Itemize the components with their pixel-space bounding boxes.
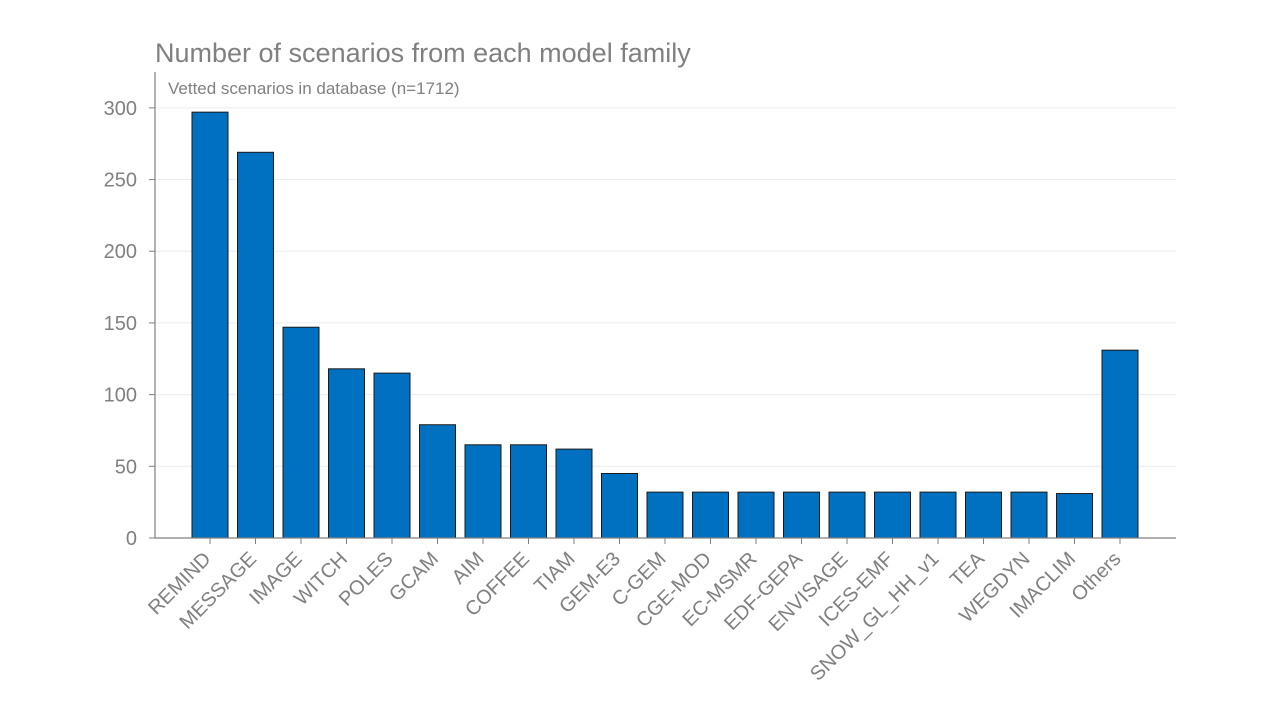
x-tick-label: GCAM xyxy=(385,548,443,606)
y-tick-label: 50 xyxy=(115,456,137,478)
bar xyxy=(237,151,274,539)
bar xyxy=(1056,493,1093,539)
bar xyxy=(373,372,411,539)
bar xyxy=(419,424,456,539)
y-tick-label: 200 xyxy=(104,241,137,263)
bar xyxy=(191,111,229,539)
bar xyxy=(282,326,320,539)
bar xyxy=(783,491,820,539)
y-tick-label: 300 xyxy=(104,98,137,120)
bar xyxy=(601,472,638,539)
bar xyxy=(646,491,684,539)
bar xyxy=(965,491,1002,539)
bar xyxy=(828,491,866,539)
bar xyxy=(737,491,775,539)
bars xyxy=(191,111,1139,539)
x-tick-label: Others xyxy=(1068,548,1126,606)
gridlines xyxy=(155,107,1176,467)
x-tick-label: AIM xyxy=(448,548,489,589)
bar xyxy=(874,491,911,539)
y-tick-label: 0 xyxy=(126,528,137,550)
bar xyxy=(464,444,502,539)
y-tick-label: 100 xyxy=(104,385,137,407)
bar xyxy=(328,368,365,539)
bar xyxy=(919,491,957,539)
y-tick-label: 250 xyxy=(104,170,137,192)
y-tick-label: 150 xyxy=(104,313,137,335)
chart-title: Number of scenarios from each model fami… xyxy=(155,38,691,68)
bar xyxy=(1010,491,1048,539)
y-axis-ticks: 0 50 100 150 200 250 300 xyxy=(104,98,155,550)
bar xyxy=(555,448,593,539)
bar xyxy=(1101,349,1139,539)
bar xyxy=(692,491,729,539)
chart-subtitle: Vetted scenarios in database (n=1712) xyxy=(168,79,460,98)
bar xyxy=(510,444,547,539)
